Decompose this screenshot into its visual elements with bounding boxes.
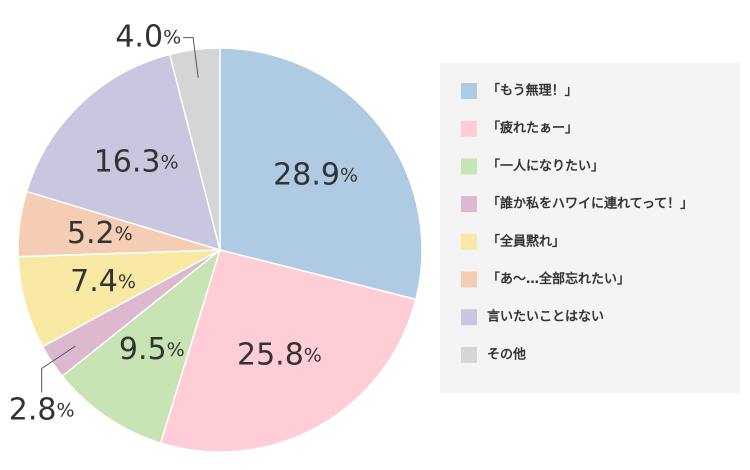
legend-swatch: [461, 271, 477, 288]
legend-label: 「全員黙れ」: [487, 233, 565, 249]
pie-slice: [25, 53, 222, 252]
value-label: 4.0%: [115, 19, 181, 54]
legend-label: その他: [487, 346, 526, 362]
pie-slice: [219, 47, 423, 301]
leader-line: [41, 345, 76, 393]
value-label: 9.5%: [119, 332, 185, 367]
value-label: 5.2%: [67, 216, 133, 251]
legend-swatch: [461, 233, 477, 250]
value-label: 25.8%: [237, 337, 322, 372]
legend-label: 「もう無理！」: [487, 83, 578, 99]
legend-swatch: [461, 120, 477, 137]
legend-label: 「誰か私をハワイに連れてって！」: [487, 196, 693, 212]
value-label: 2.8%: [9, 392, 75, 427]
legend-label: 「あ〜…全部忘れたい」: [487, 271, 630, 287]
legend-swatch: [461, 196, 477, 213]
legend-swatch: [461, 83, 477, 99]
legend-label: 言いたいことはない: [487, 309, 604, 325]
value-label: 7.4%: [70, 263, 136, 298]
legend-swatch: [461, 309, 477, 326]
legend-label: 「一人になりたい」: [487, 158, 604, 174]
value-label: 16.3%: [94, 144, 179, 179]
legend-swatch: [461, 346, 477, 363]
legend-box: [440, 63, 740, 393]
value-label: 28.9%: [273, 157, 358, 192]
legend-label: 「疲れたぁー」: [487, 120, 578, 136]
leader-line: [183, 37, 199, 78]
legend-swatch: [461, 158, 477, 175]
pie-slice: [61, 247, 222, 444]
pie-slice: [159, 249, 417, 453]
